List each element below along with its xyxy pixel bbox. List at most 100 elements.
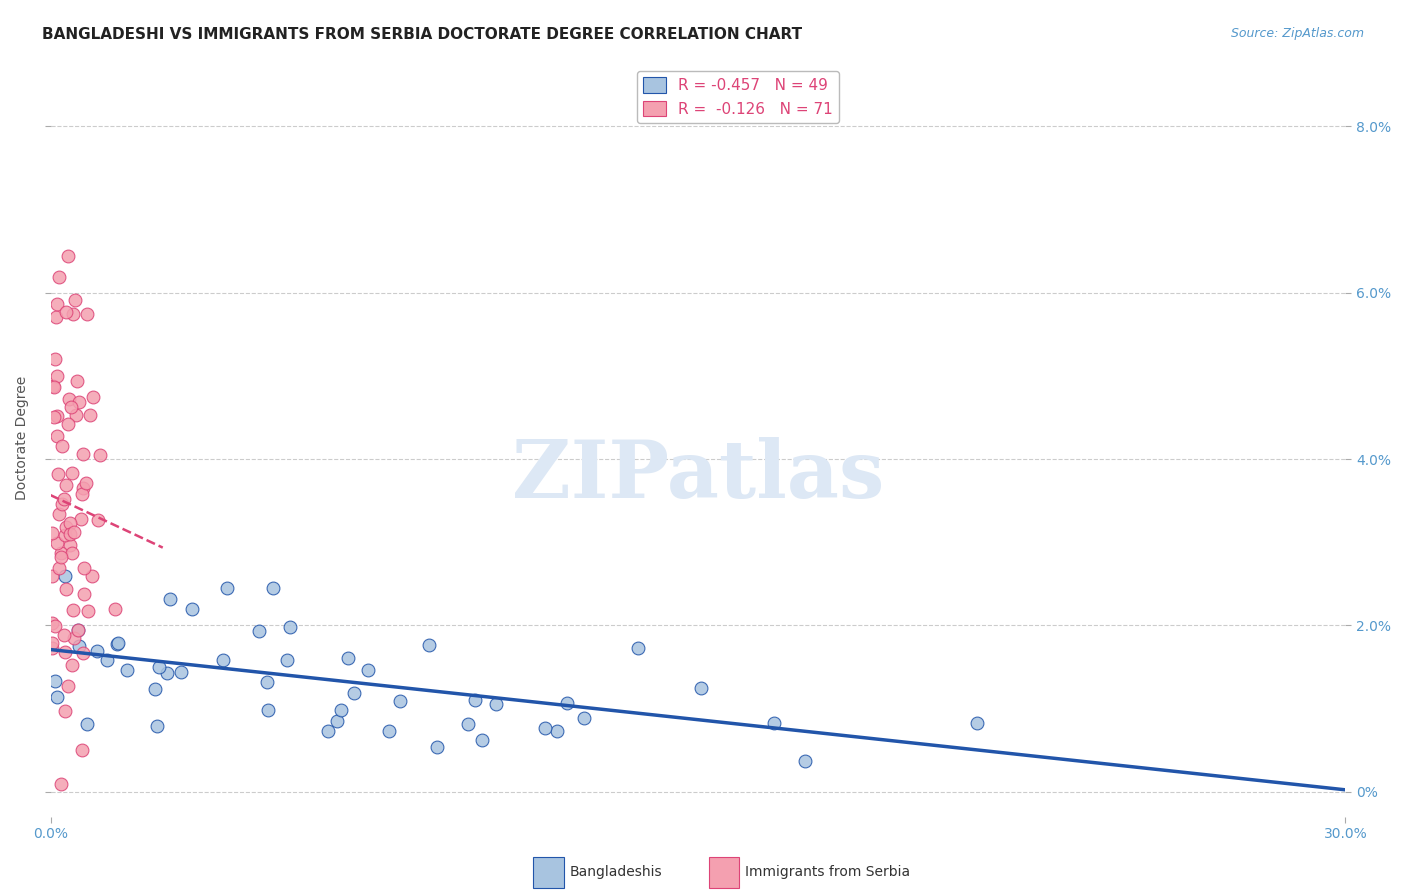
- Point: [63, 525, 86, 540]
- Point: [59, 516, 82, 530]
- Point: [627, 640, 650, 655]
- Point: [66, 374, 89, 388]
- Point: [73, 561, 96, 575]
- Point: [117, 663, 139, 677]
- Point: [60, 400, 83, 414]
- Point: [53, 645, 76, 659]
- Point: [69, 511, 91, 525]
- Point: [45, 310, 67, 325]
- Point: [357, 664, 380, 678]
- Point: [62, 632, 84, 646]
- Point: [41, 635, 63, 649]
- Point: [256, 675, 278, 690]
- Point: [464, 693, 486, 707]
- Point: [59, 526, 82, 541]
- Point: [60, 658, 83, 673]
- Point: [46, 467, 69, 482]
- Point: [86, 644, 108, 658]
- Point: [388, 694, 411, 708]
- Point: [72, 742, 94, 756]
- Point: [180, 602, 202, 616]
- Point: [55, 304, 77, 318]
- Point: [72, 646, 94, 660]
- Point: [104, 602, 127, 616]
- Point: [53, 528, 76, 542]
- Point: [51, 497, 73, 511]
- Point: [546, 724, 568, 739]
- Point: [46, 369, 69, 384]
- Point: [62, 307, 84, 321]
- Point: [44, 409, 66, 424]
- Point: [533, 721, 555, 735]
- Point: [56, 417, 79, 431]
- Point: [72, 486, 94, 500]
- Point: [89, 448, 111, 462]
- Point: [42, 378, 65, 392]
- Point: [41, 640, 63, 655]
- Point: [67, 624, 90, 638]
- Point: [45, 428, 67, 442]
- Point: [60, 467, 83, 481]
- Point: [41, 616, 63, 631]
- Point: [143, 682, 166, 697]
- Point: [471, 732, 494, 747]
- Point: [247, 624, 270, 639]
- Point: [276, 653, 298, 667]
- Point: [557, 696, 579, 710]
- Point: [44, 352, 66, 367]
- Point: [76, 716, 98, 731]
- Point: [762, 716, 785, 731]
- Point: [63, 293, 86, 307]
- Point: [77, 604, 100, 618]
- Y-axis label: Doctorate Degree: Doctorate Degree: [15, 376, 30, 500]
- Point: [45, 690, 67, 704]
- Point: [44, 380, 66, 394]
- Point: [278, 620, 301, 634]
- Point: [326, 714, 349, 728]
- Point: [966, 716, 988, 731]
- Point: [156, 665, 179, 680]
- Point: [159, 592, 181, 607]
- Text: Bangladeshis: Bangladeshis: [569, 865, 662, 880]
- Point: [49, 776, 72, 790]
- Point: [316, 724, 339, 739]
- Point: [62, 603, 84, 617]
- Point: [49, 546, 72, 560]
- Point: [343, 686, 366, 700]
- Point: [51, 549, 73, 564]
- Point: [72, 447, 94, 461]
- Point: [82, 390, 104, 404]
- Point: [426, 739, 449, 754]
- Point: [67, 640, 90, 654]
- Point: [211, 653, 233, 667]
- Point: [72, 481, 94, 495]
- Point: [80, 569, 103, 583]
- Point: [46, 535, 69, 549]
- Point: [257, 703, 280, 717]
- Point: [41, 569, 63, 583]
- Point: [262, 581, 284, 595]
- Point: [55, 520, 77, 534]
- Point: [794, 754, 817, 768]
- Point: [55, 582, 77, 596]
- Point: [79, 408, 101, 422]
- Point: [48, 560, 70, 574]
- Point: [44, 619, 66, 633]
- Point: [56, 249, 79, 263]
- Point: [65, 408, 87, 422]
- Point: [55, 704, 77, 718]
- Point: [87, 513, 110, 527]
- Point: [52, 492, 75, 507]
- Text: BANGLADESHI VS IMMIGRANTS FROM SERBIA DOCTORATE DEGREE CORRELATION CHART: BANGLADESHI VS IMMIGRANTS FROM SERBIA DO…: [42, 27, 803, 42]
- Point: [96, 653, 118, 667]
- Point: [53, 568, 76, 582]
- Point: [75, 476, 97, 491]
- Text: ZIPatlas: ZIPatlas: [512, 437, 884, 515]
- Point: [215, 581, 238, 595]
- Point: [72, 587, 94, 601]
- Point: [46, 409, 69, 423]
- Point: [59, 538, 82, 552]
- Point: [58, 679, 80, 693]
- Point: [105, 637, 128, 651]
- Point: [107, 635, 129, 649]
